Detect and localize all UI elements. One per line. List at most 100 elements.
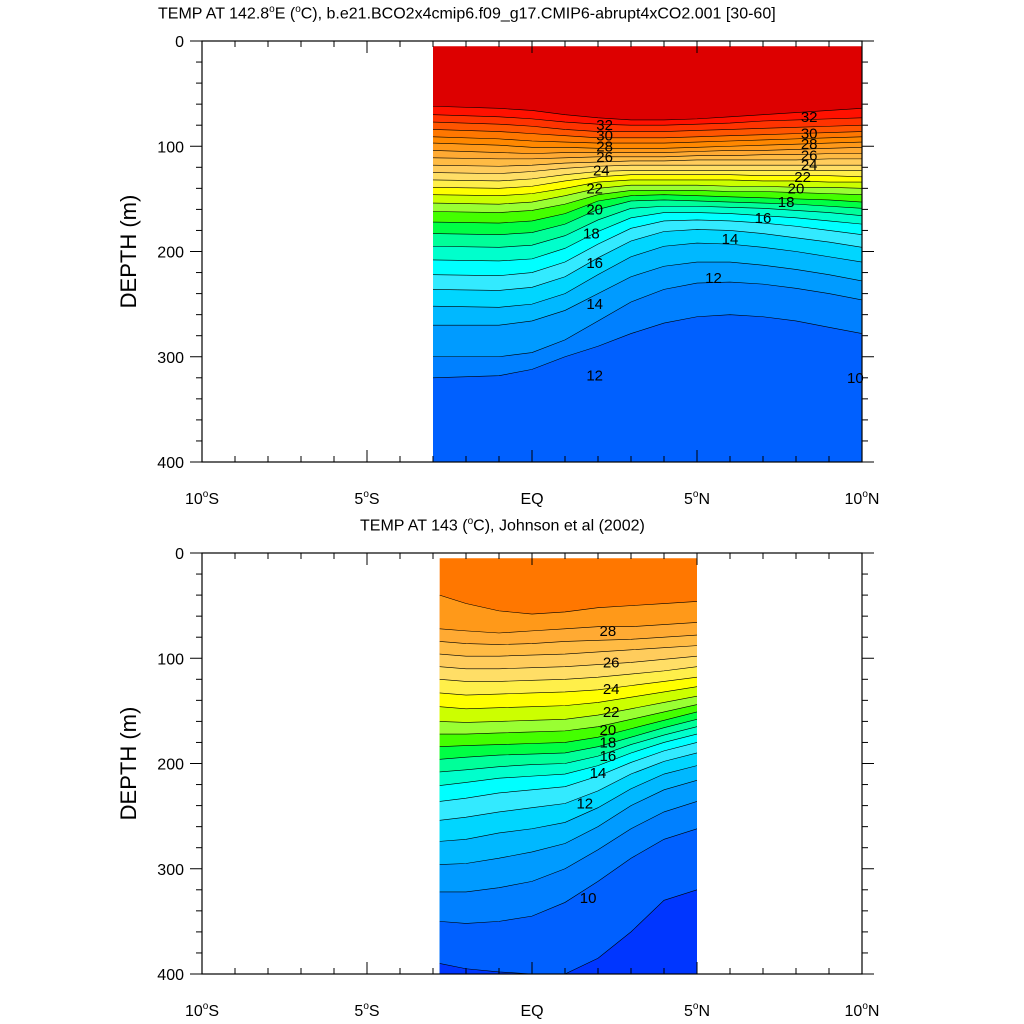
isotherm-line [439, 889, 697, 974]
panel-1-title-degree-1: o [269, 4, 275, 15]
contour-label: 14 [590, 765, 607, 782]
x-tick-label: 5oS [354, 1001, 379, 1020]
contour-label: 10 [847, 370, 864, 387]
panel-1-title-rest: C), b.e21.BCO2x4cmip6.f09_g17.CMIP6-abru… [300, 5, 776, 23]
contour-label: 26 [596, 149, 613, 166]
x-tick-label: 10oS [185, 489, 219, 508]
isotherm-line [439, 719, 697, 760]
isotherm-line [439, 752, 697, 821]
temp-band [433, 314, 862, 462]
contour-label: 18 [600, 734, 617, 751]
y-axis-label: DEPTH (m) [116, 707, 141, 821]
isotherm-line [433, 114, 862, 126]
isotherm-line [433, 179, 862, 197]
contour-label: 24 [593, 162, 610, 179]
isotherm-line [439, 704, 697, 735]
isotherm-line [433, 281, 862, 358]
y-tick-label: 200 [157, 245, 184, 262]
contour-label: 26 [801, 148, 818, 165]
isotherm-line [433, 314, 862, 379]
contour-label: 24 [801, 157, 818, 174]
isotherm-line [439, 733, 697, 786]
isotherm-line [439, 711, 697, 747]
isotherm-line [439, 666, 697, 682]
y-tick-label: 300 [157, 350, 184, 367]
panel-1-title-main: TEMP AT 142.8 [158, 5, 270, 23]
x-tick-label: 5oN [684, 1001, 710, 1020]
isotherm-line [433, 170, 862, 182]
isotherm-line [439, 634, 697, 645]
isotherm-line [439, 780, 697, 865]
contour-label: 26 [603, 654, 620, 671]
contour-label: 18 [778, 194, 795, 211]
isotherm-line [439, 801, 697, 893]
contour-label: 14 [722, 231, 739, 248]
contour-label: 18 [583, 226, 600, 243]
panel-2-title-block: TEMP AT 143 (oC), Johnson et al (2002) [360, 516, 645, 535]
y-tick-label: 100 [157, 139, 184, 156]
contour-label: 16 [600, 748, 617, 765]
contour-label: 22 [794, 169, 811, 186]
x-tick-label: 10oS [185, 1001, 219, 1020]
panel-1-fill [433, 46, 862, 462]
isotherm-line [433, 121, 862, 132]
isotherm-line [439, 645, 697, 657]
isotherm-line [433, 229, 862, 291]
x-tick-label: 5oS [354, 489, 379, 508]
isotherm-line [433, 242, 862, 308]
isotherm-line [433, 141, 862, 149]
isotherm-line [433, 129, 862, 139]
contour-label: 20 [586, 201, 603, 218]
contour-label: 30 [596, 128, 613, 145]
isotherm-line [439, 828, 697, 924]
isotherm-line [433, 190, 862, 213]
isotherm-line [433, 153, 862, 160]
contour-label: 30 [801, 126, 818, 143]
isotherm-line [439, 594, 697, 615]
panel-2-title-rest: C), Johnson et al (2002) [473, 517, 645, 535]
isotherm-line [433, 184, 862, 205]
x-tick-label: 10oN [845, 1001, 880, 1020]
panel-1-title-block: TEMP AT 142.8oE (oC), b.e21.BCO2x4cmip6.… [158, 4, 776, 23]
panel-2-fill [439, 558, 697, 974]
isotherm-line [433, 164, 862, 174]
contour-label: 16 [755, 210, 772, 227]
contour-label: 20 [600, 722, 617, 739]
isotherm-line [439, 676, 697, 696]
contour-label: 22 [586, 180, 603, 197]
contour-label: 12 [576, 795, 593, 812]
panel-1-title-degree-2: o [295, 4, 301, 15]
isotherm-line [433, 261, 862, 326]
isotherm-line [433, 205, 862, 248]
x-tick-label: EQ [520, 491, 543, 508]
y-tick-label: 0 [175, 34, 184, 51]
y-tick-label: 200 [157, 757, 184, 774]
contour-label: 22 [603, 704, 620, 721]
contour-label: 16 [586, 255, 603, 272]
x-tick-label: EQ [520, 1003, 543, 1020]
isotherm-line [439, 765, 697, 842]
isotherm-line [433, 174, 862, 189]
x-tick-label: 5oN [684, 489, 710, 508]
panel-2-title-main: TEMP AT 143 ( [360, 517, 468, 535]
isotherm-line [439, 742, 697, 802]
contour-label: 14 [586, 296, 603, 313]
y-tick-label: 400 [157, 967, 184, 984]
isotherm-line [433, 147, 862, 154]
panel-2-title-degree: o [467, 516, 474, 527]
isotherm-line [433, 158, 862, 167]
isotherm-line [439, 655, 697, 670]
isotherm-line [433, 105, 862, 121]
isotherm-line [433, 199, 862, 235]
y-tick-label: 300 [157, 862, 184, 879]
contour-label: 20 [788, 180, 805, 197]
y-tick-label: 0 [175, 546, 184, 563]
contour-label: 24 [603, 681, 620, 698]
contour-label: 32 [596, 117, 613, 134]
isotherm-line [433, 212, 862, 262]
temp-band [439, 889, 697, 974]
contour-label: 28 [801, 136, 818, 153]
isotherm-line [439, 726, 697, 773]
